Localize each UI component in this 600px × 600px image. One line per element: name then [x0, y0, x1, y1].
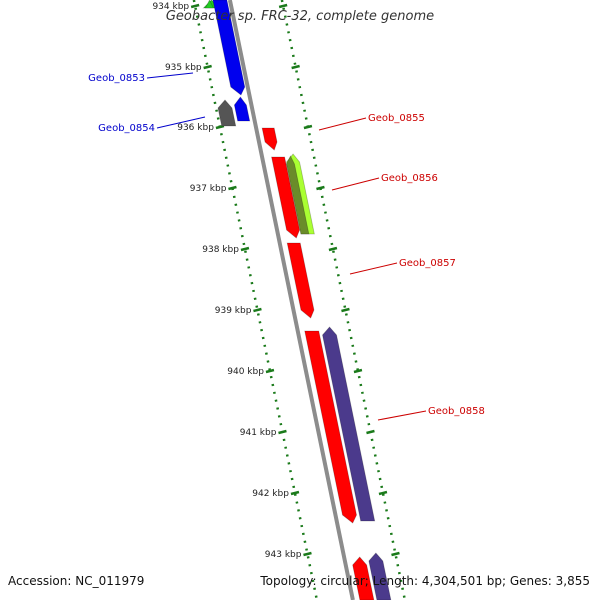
gene-leader-line — [146, 72, 194, 79]
gene-arrow — [204, 0, 214, 9]
scale-label: 940 kbp — [227, 367, 264, 377]
gene-leader-line — [331, 177, 380, 191]
scale-tick-major-right — [353, 368, 363, 374]
scale-tick-major — [215, 124, 225, 130]
scale-tick-major-right — [341, 307, 350, 313]
gene-leader-line — [318, 117, 367, 131]
genome-summary-label: Topology: circular; Length: 4,304,501 bp… — [260, 574, 590, 588]
scale-tick-major — [228, 185, 237, 191]
scale-label: 934 kbp — [152, 2, 189, 12]
scale-tick-major-right — [291, 64, 300, 70]
gene-label[interactable]: Geob_0858 — [428, 406, 485, 417]
gene-arrow — [217, 99, 237, 127]
gene-arrow — [261, 127, 278, 151]
gene-arrow — [212, 0, 246, 96]
accession-label: Accession: NC_011979 — [8, 574, 145, 588]
scale-label: 941 kbp — [240, 428, 277, 438]
scale-label: 938 kbp — [202, 245, 239, 255]
scale-tick-major — [240, 246, 250, 252]
gene-arrow — [368, 552, 392, 600]
scale-label: 936 kbp — [177, 123, 214, 133]
genome-backbone — [227, 0, 355, 600]
scale-tick-major-right — [391, 551, 400, 557]
scale-tick-major-right — [278, 3, 288, 9]
scale-label: 939 kbp — [215, 306, 252, 316]
gene-leader-line — [156, 116, 206, 129]
scale-tick-major-right — [366, 429, 375, 435]
gene-arrow — [286, 242, 315, 319]
gene-label[interactable]: Geob_0856 — [381, 173, 438, 184]
scale-line-left — [192, 0, 319, 600]
scale-tick-major — [303, 551, 312, 557]
scale-label: 937 kbp — [190, 184, 227, 194]
scale-tick-major-right — [378, 490, 388, 496]
scale-tick-major — [290, 490, 300, 496]
gene-arrow — [304, 330, 357, 524]
gene-label[interactable]: Geob_0853 — [88, 73, 145, 84]
scale-tick-major — [253, 307, 262, 313]
gene-leader-line — [349, 262, 398, 275]
scale-tick-major — [190, 3, 200, 9]
scale-tick-major — [278, 429, 287, 435]
gene-arrow — [352, 556, 375, 600]
scale-tick-major-right — [328, 246, 338, 252]
gene-arrow — [233, 96, 251, 122]
scale-tick-major-right — [303, 124, 313, 130]
scale-label: 942 kbp — [252, 489, 289, 499]
gene-arrow — [322, 326, 376, 522]
gene-label[interactable]: Geob_0854 — [98, 123, 155, 134]
scale-tick-major-right — [316, 185, 325, 191]
gene-leader-line — [377, 410, 427, 421]
scale-tick-major — [265, 368, 275, 374]
gene-label[interactable]: Geob_0855 — [368, 113, 425, 124]
page-title: Geobacter sp. FRC-32, complete genome — [165, 9, 435, 24]
gene-arrow — [271, 156, 301, 239]
scale-label: 935 kbp — [165, 63, 202, 73]
gene-arrow — [286, 155, 310, 235]
scale-label: 943 kbp — [265, 550, 302, 560]
scale-tick-major — [203, 64, 212, 70]
gene-label[interactable]: Geob_0857 — [399, 258, 456, 269]
